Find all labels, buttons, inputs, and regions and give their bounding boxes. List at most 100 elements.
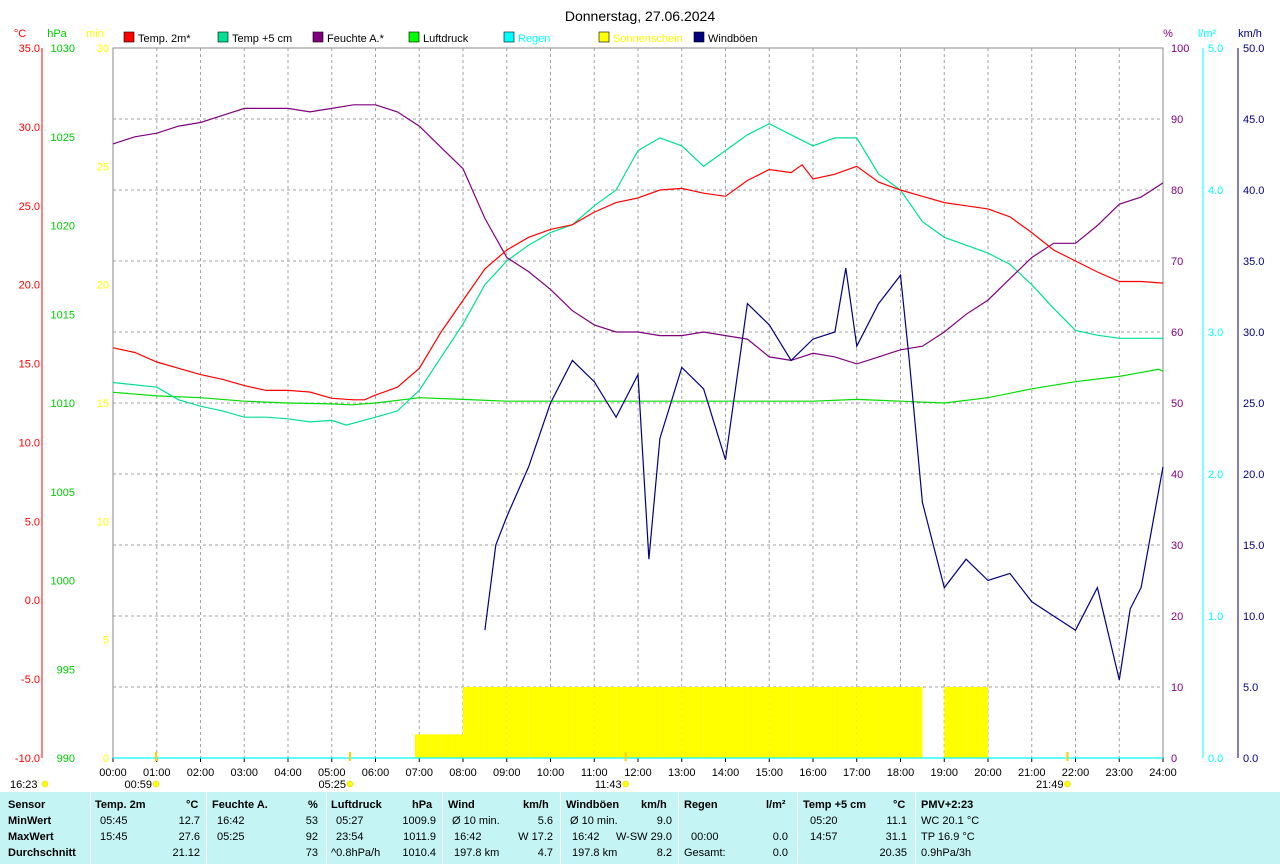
stats-header-temp-5cm-unit: °C <box>893 799 906 811</box>
max-temp-value: 27.6 <box>178 831 200 843</box>
sunshine-bar <box>594 687 617 758</box>
avg-temp-value: 21.12 <box>172 847 200 859</box>
x-tick-label: 03:00 <box>230 767 258 779</box>
max-rain-value: 0.0 <box>772 831 788 843</box>
stats-header-temp-2m: Temp. 2m <box>95 799 146 811</box>
stats-row-avg-label: Durchschnitt <box>8 847 76 859</box>
weather-chart: 00:00 01:00 02:00 03:00 04:00 05:00 06:00 07:00… <box>10 8 1264 791</box>
temp-tick-label: 20.0 <box>19 280 40 292</box>
temp-axis-unit: °C <box>14 28 26 40</box>
rain-axis-unit: l/m² <box>1198 28 1217 40</box>
x-tick-label: 11:00 <box>581 767 608 779</box>
wind-tick-label: 45.0 <box>1243 114 1264 126</box>
sunshine-bar <box>638 687 660 758</box>
sunshine-bar <box>856 687 879 758</box>
temp-tick-label: 30.0 <box>19 122 40 134</box>
sunshine-bar <box>966 687 988 758</box>
x-tick-label: 10:00 <box>537 767 565 779</box>
legend-swatch <box>598 31 610 43</box>
legend-label: Windböen <box>708 33 758 45</box>
temp-tick-label: 0.0 <box>25 595 40 607</box>
sunshine-bar <box>900 687 923 758</box>
pressure-tick-label: 1025 <box>51 132 75 144</box>
sunshine-axis-unit: min <box>86 28 104 40</box>
stats-header-temp-5cm: Temp +5 cm <box>803 799 867 811</box>
wind-distance: 197.8 km <box>454 847 500 859</box>
marker-dot <box>346 780 354 788</box>
wind-tick-label: 5.0 <box>1243 682 1258 694</box>
sunshine-bar <box>791 687 813 758</box>
sunshine-bar <box>878 687 901 758</box>
wind-tick-label: 20.0 <box>1243 469 1264 481</box>
rain-tick-label: 4.0 <box>1208 185 1223 197</box>
pressure-line <box>112 368 1164 406</box>
stats-header-gusts-unit: km/h <box>641 799 667 811</box>
stats-header-humidity: Feuchte A. <box>212 799 268 811</box>
avg-temp5-value: 20.35 <box>879 847 907 859</box>
legend-swatch <box>693 31 705 43</box>
stats-header-pmv: PMV+2:23 <box>921 799 974 811</box>
pmv-wc-value: WC 20.1 °C <box>921 815 980 827</box>
wind-avg-value: 5.6 <box>537 815 553 827</box>
legend-swatch <box>408 31 420 43</box>
temp-tick-label: -10.0 <box>15 753 40 765</box>
gust-distance: 197.8 km <box>572 847 618 859</box>
legend-label: Regen <box>518 33 550 45</box>
stats-header-temp-2m-unit: °C <box>186 799 199 811</box>
sunshine-bar <box>430 734 442 758</box>
sunshine-bar <box>944 687 967 758</box>
legend-label: Temp. 2m* <box>138 33 191 45</box>
statistics-panel: Sensor Temp. 2m °C Feuchte A. % Luftdruc… <box>0 792 1280 864</box>
sunshine-bar <box>747 687 770 758</box>
humidity-axis-unit: % <box>1163 28 1173 40</box>
sunshine-bar <box>703 687 726 758</box>
humidity-tick-label: 70 <box>1171 256 1183 268</box>
pressure-3h-trend: 0.9hPa/3h <box>921 847 972 859</box>
humidity-tick-label: 90 <box>1171 114 1183 126</box>
marker-dot <box>1064 780 1071 788</box>
max-temp-time: 15:45 <box>100 831 128 843</box>
rain-tick-label: 0.0 <box>1208 753 1223 765</box>
sunshine-tick-label: 25 <box>97 161 109 173</box>
pmv-tp-value: TP 16.9 °C <box>921 831 975 843</box>
stats-header-sensor: Sensor <box>8 799 46 811</box>
temp-tick-label: 15.0 <box>19 359 40 371</box>
max-rain-time: 00:00 <box>691 831 719 843</box>
stats-header-wind: Wind <box>448 799 475 811</box>
marker-dot <box>152 780 160 788</box>
x-tick-label: 15:00 <box>755 767 783 779</box>
stats-header-wind-unit: km/h <box>523 799 549 811</box>
temp-tick-label: -5.0 <box>21 674 40 686</box>
sunshine-tick-label: 5 <box>103 635 109 647</box>
temp-tick-label: 10.0 <box>19 437 40 449</box>
marker-label: 21:49 <box>1036 779 1064 791</box>
stats-header-rain-unit: l/m² <box>766 799 786 811</box>
sunshine-bar <box>813 687 835 758</box>
marker-label: 05:25 <box>318 779 346 791</box>
wind-avg-label: Ø 10 min. <box>452 815 500 827</box>
humidity-tick-label: 30 <box>1171 540 1183 552</box>
wind-tick-label: 10.0 <box>1243 611 1264 623</box>
x-tick-label: 12:00 <box>624 767 652 779</box>
min-pressure-time: 05:27 <box>336 815 364 827</box>
pressure-tick-label: 1000 <box>51 576 75 588</box>
stats-header-humidity-unit: % <box>308 799 318 811</box>
wind-axis-unit: km/h <box>1238 28 1262 40</box>
rain-tick-label: 5.0 <box>1208 43 1223 55</box>
x-tick-label: 19:00 <box>930 767 958 779</box>
min-temp5-value: 11.1 <box>886 815 907 827</box>
humidity-tick-label: 40 <box>1171 469 1183 481</box>
max-humidity-time: 05:25 <box>217 831 245 843</box>
sunshine-bar <box>414 734 431 758</box>
rain-tick-label: 2.0 <box>1208 469 1223 481</box>
max-wind-value: W 17.2 <box>518 831 553 843</box>
chart-title: Donnerstag, 27.06.2024 <box>565 8 715 24</box>
avg-pressure-value: 1010.4 <box>402 847 436 859</box>
wind-tick-label: 0.0 <box>1243 753 1258 765</box>
pressure-tick-label: 1015 <box>51 309 75 321</box>
x-tick-label: 18:00 <box>887 767 915 779</box>
temp-2m-line <box>112 163 1164 401</box>
temp-tick-label: 35.0 <box>19 43 40 55</box>
sunshine-bar <box>550 687 573 758</box>
stats-header-pressure: Luftdruck <box>331 799 382 811</box>
